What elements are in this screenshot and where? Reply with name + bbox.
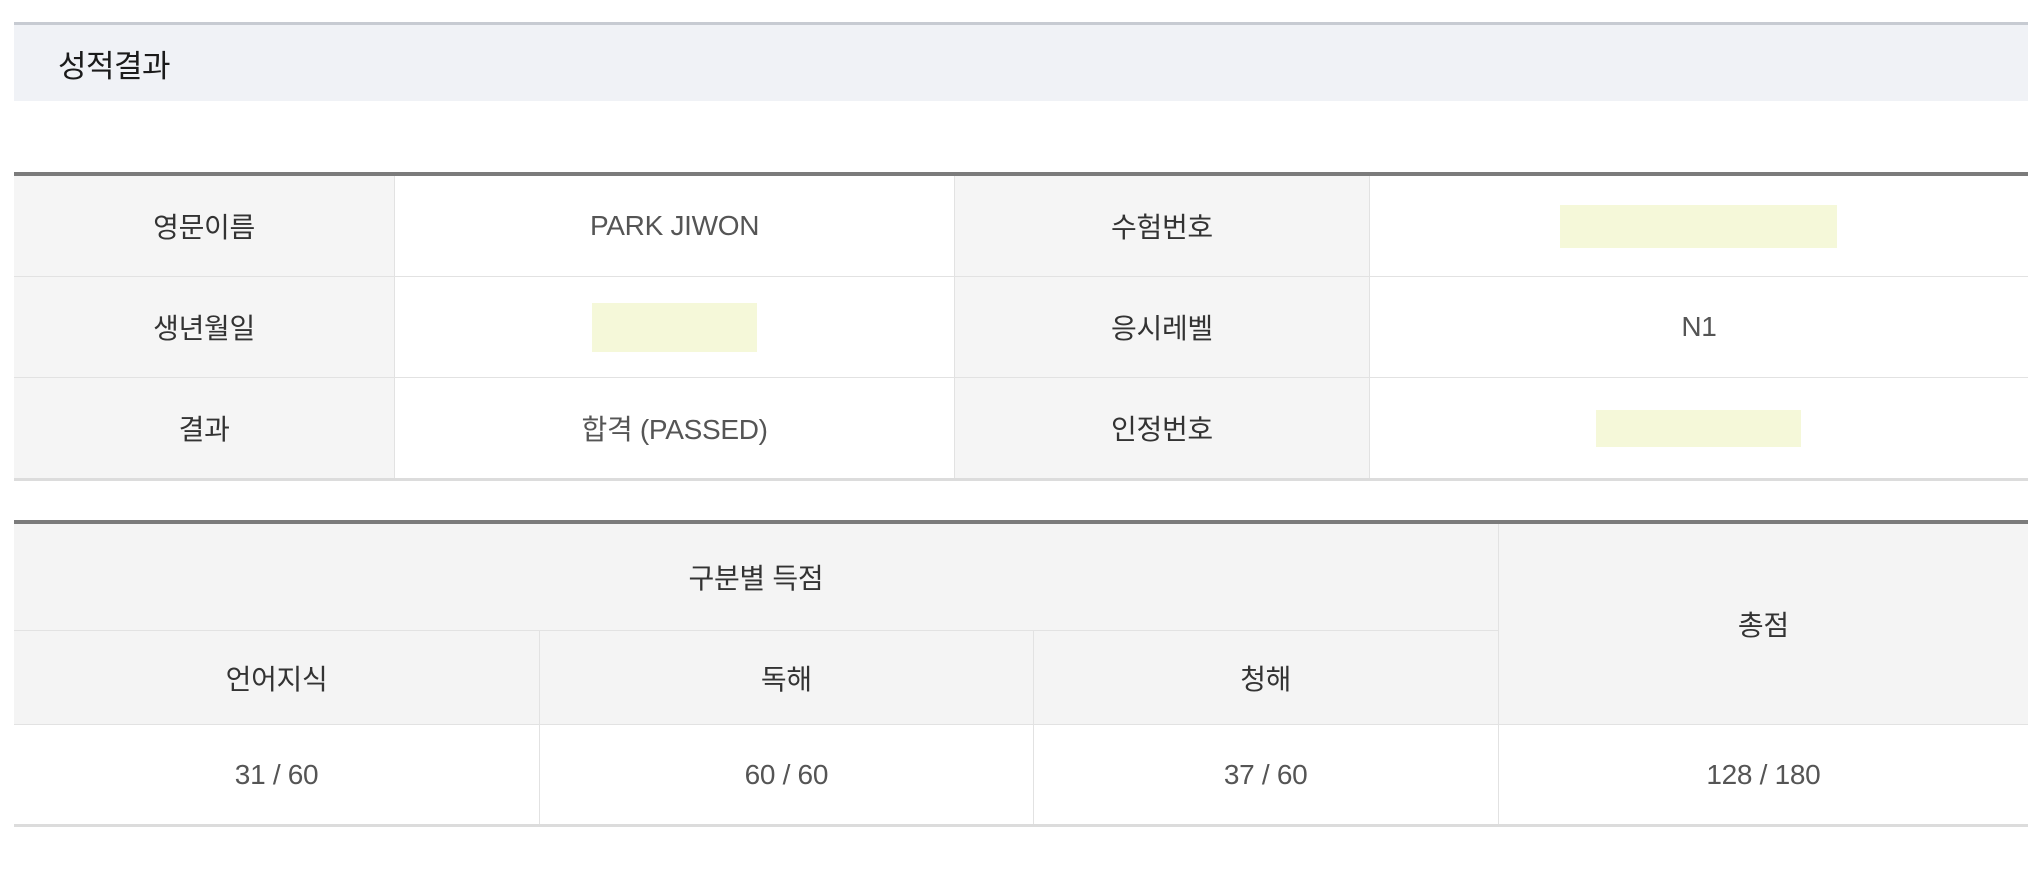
value-exam-number: [1368, 173, 2028, 277]
score-reading: 60 / 60: [539, 724, 1034, 826]
redaction-highlight-birth-date: [592, 302, 758, 352]
header-listening: 청해: [1032, 630, 1499, 725]
table-row-result: 결과 합격 (PASSED) 인정번호: [14, 377, 2028, 480]
label-exam-number: 수험번호: [954, 173, 1370, 277]
result-info-table: 영문이름 PARK JIWON 수험번호 생년월일 응시레벨 N1 결과 합격 …: [14, 172, 2028, 481]
label-test-level: 응시레벨: [954, 276, 1370, 378]
score-table: 구분별 득점 총점 언어지식 독해 청해 31 / 60 60 / 60 37 …: [14, 520, 2028, 827]
value-birth-date: [394, 276, 956, 378]
redaction-highlight-exam-number: [1560, 204, 1838, 248]
value-test-level: N1: [1368, 276, 2028, 378]
score-table-section-header-row: 언어지식 독해 청해: [14, 630, 2028, 725]
value-result: 합격 (PASSED): [394, 377, 956, 480]
value-english-name: PARK JIWON: [394, 173, 956, 277]
page-title: 성적결과: [58, 48, 171, 84]
table-row-english-name: 영문이름 PARK JIWON 수험번호: [14, 173, 2028, 277]
score-total: 128 / 180: [1497, 724, 2028, 826]
value-certificate-number: [1368, 377, 2028, 480]
label-result: 결과: [14, 377, 396, 480]
score-results-page: 성적결과 영문이름 PARK JIWON 수험번호 생년월일: [14, 22, 2028, 827]
score-table-group-header-row: 구분별 득점 총점: [14, 521, 2028, 725]
label-birth-date: 생년월일: [14, 276, 396, 378]
page-title-bar: 성적결과: [14, 22, 2028, 101]
header-language-knowledge: 언어지식: [14, 630, 541, 725]
score-table-values-row: 31 / 60 60 / 60 37 / 60 128 / 180: [14, 724, 2028, 826]
header-score-by-section: 구분별 득점: [14, 521, 1499, 631]
score-listening: 37 / 60: [1032, 724, 1499, 826]
score-language-knowledge: 31 / 60: [14, 724, 541, 826]
header-total-score: 총점: [1497, 521, 2028, 725]
header-reading: 독해: [539, 630, 1034, 725]
redaction-highlight-certificate-number: [1596, 409, 1802, 447]
table-row-birth-date: 생년월일 응시레벨 N1: [14, 276, 2028, 378]
label-english-name: 영문이름: [14, 173, 396, 277]
label-certificate-number: 인정번호: [954, 377, 1370, 480]
